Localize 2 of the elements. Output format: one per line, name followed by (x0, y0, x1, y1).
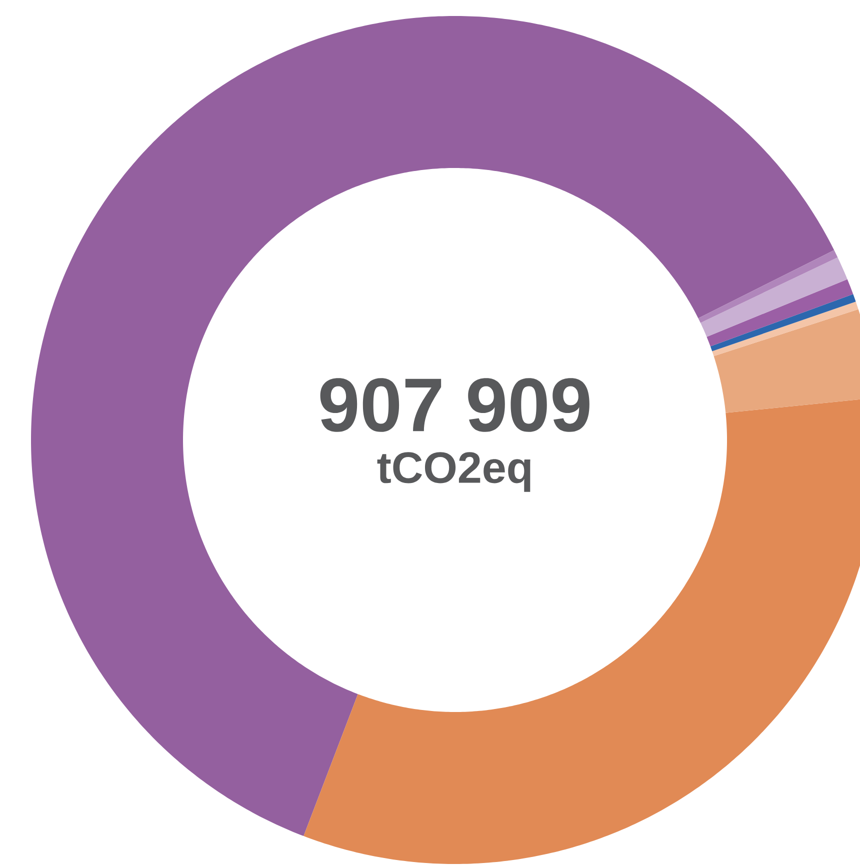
text: 907 909 (320, 378, 590, 432)
text: tCO2eq (377, 452, 530, 492)
